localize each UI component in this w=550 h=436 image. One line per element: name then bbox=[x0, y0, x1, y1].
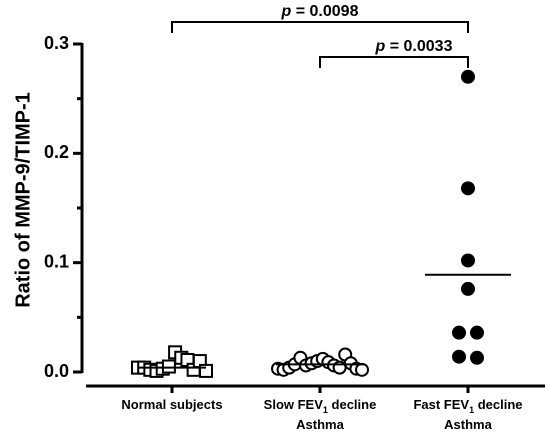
y-tick-label: 0.2 bbox=[44, 142, 69, 162]
x-tick-label: Slow FEV1 decline bbox=[264, 397, 377, 415]
data-point bbox=[470, 350, 484, 365]
y-tick-label: 0.1 bbox=[44, 251, 69, 271]
data-point bbox=[461, 181, 475, 196]
x-axis: Normal subjects Slow FEV1 decline Asthma Fa… bbox=[86, 384, 545, 432]
y-tick-label: 0.3 bbox=[44, 33, 69, 53]
data-point bbox=[461, 253, 475, 268]
significance-brackets: p = 0.0098 p = 0.0033 bbox=[171, 3, 469, 68]
x-tick-label-line2: Asthma bbox=[296, 417, 344, 432]
x-tick-label: Fast FEV1 decline bbox=[413, 397, 522, 415]
data-points bbox=[131, 69, 484, 378]
data-point bbox=[461, 281, 475, 296]
median-lines bbox=[138, 273, 511, 369]
data-point bbox=[470, 325, 484, 340]
data-point bbox=[452, 325, 466, 340]
data-point bbox=[161, 359, 176, 374]
significance-bracket bbox=[171, 21, 469, 33]
p-value-label: p = 0.0033 bbox=[375, 38, 453, 55]
y-tick-label: 0.0 bbox=[44, 361, 69, 381]
y-axis-label: Ratio of MMP-9/TIMP-1 bbox=[12, 92, 34, 308]
x-tick-label: Normal subjects bbox=[121, 397, 222, 412]
x-tick-label-line2: Asthma bbox=[444, 417, 492, 432]
data-point bbox=[461, 69, 475, 84]
significance-bracket bbox=[319, 56, 469, 68]
y-axis: 0.0 0.1 0.2 0.3 bbox=[44, 33, 84, 381]
data-point bbox=[355, 362, 369, 377]
p-value-label: p = 0.0098 bbox=[281, 3, 359, 20]
data-point bbox=[452, 349, 466, 364]
